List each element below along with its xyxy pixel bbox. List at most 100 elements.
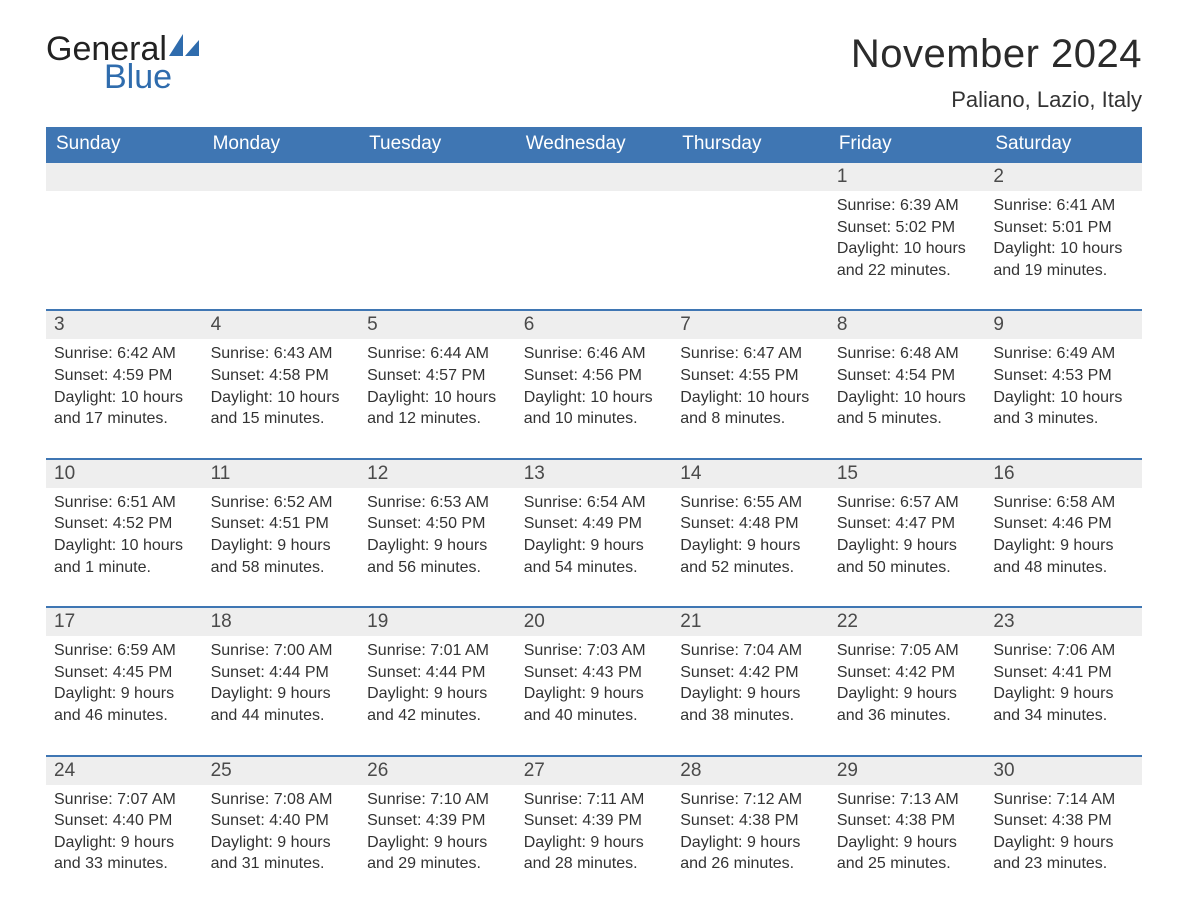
day-detail: Sunrise: 6:51 AMSunset: 4:52 PMDaylight:… — [46, 488, 203, 607]
sunset-line: Sunset: 4:38 PM — [837, 810, 978, 832]
sunrise-line: Sunrise: 6:41 AM — [993, 195, 1134, 217]
daylight-line: Daylight: 9 hours and 56 minutes. — [367, 535, 508, 578]
weekday-header: Wednesday — [516, 127, 673, 162]
location-subtitle: Paliano, Lazio, Italy — [851, 87, 1142, 113]
daylight-line: Daylight: 10 hours and 15 minutes. — [211, 387, 352, 430]
sunrise-line: Sunrise: 6:39 AM — [837, 195, 978, 217]
sunset-line: Sunset: 4:56 PM — [524, 365, 665, 387]
daylight-line: Daylight: 9 hours and 52 minutes. — [680, 535, 821, 578]
day-detail: Sunrise: 7:03 AMSunset: 4:43 PMDaylight:… — [516, 636, 673, 755]
daylight-line: Daylight: 9 hours and 42 minutes. — [367, 683, 508, 726]
sail-icon — [167, 32, 201, 62]
daylight-line: Daylight: 9 hours and 34 minutes. — [993, 683, 1134, 726]
sunrise-line: Sunrise: 7:08 AM — [211, 789, 352, 811]
day-detail: Sunrise: 6:46 AMSunset: 4:56 PMDaylight:… — [516, 339, 673, 458]
day-number: 11 — [203, 459, 360, 488]
daylight-line: Daylight: 10 hours and 12 minutes. — [367, 387, 508, 430]
daylight-line: Daylight: 9 hours and 36 minutes. — [837, 683, 978, 726]
sunrise-line: Sunrise: 6:53 AM — [367, 492, 508, 514]
day-detail-row: Sunrise: 6:39 AMSunset: 5:02 PM Daylight:… — [46, 191, 1142, 310]
day-detail: Sunrise: 6:58 AMSunset: 4:46 PMDaylight:… — [985, 488, 1142, 607]
day-detail: Sunrise: 6:49 AMSunset: 4:53 PMDaylight:… — [985, 339, 1142, 458]
day-number: 8 — [829, 310, 986, 339]
weekday-header-row: SundayMondayTuesdayWednesdayThursdayFrid… — [46, 127, 1142, 162]
day-number: 17 — [46, 607, 203, 636]
calendar-table: SundayMondayTuesdayWednesdayThursdayFrid… — [46, 127, 1142, 903]
weekday-header: Monday — [203, 127, 360, 162]
weekday-header: Sunday — [46, 127, 203, 162]
sunrise-line: Sunrise: 6:43 AM — [211, 343, 352, 365]
sunset-line: Sunset: 4:39 PM — [524, 810, 665, 832]
sunset-line: Sunset: 4:38 PM — [680, 810, 821, 832]
day-detail: Sunrise: 6:55 AMSunset: 4:48 PMDaylight:… — [672, 488, 829, 607]
day-detail: Sunrise: 6:57 AMSunset: 4:47 PMDaylight:… — [829, 488, 986, 607]
daylight-line: Daylight: 9 hours and 28 minutes. — [524, 832, 665, 875]
day-number-row: 24252627282930 — [46, 756, 1142, 785]
daylight-line: Daylight: 9 hours and 33 minutes. — [54, 832, 195, 875]
sunset-line: Sunset: 4:40 PM — [211, 810, 352, 832]
sunrise-line: Sunrise: 7:12 AM — [680, 789, 821, 811]
sunset-line: Sunset: 4:46 PM — [993, 513, 1134, 535]
day-detail: Sunrise: 6:59 AMSunset: 4:45 PMDaylight:… — [46, 636, 203, 755]
sunset-line: Sunset: 4:43 PM — [524, 662, 665, 684]
daylight-line: Daylight: 9 hours and 29 minutes. — [367, 832, 508, 875]
sunset-line: Sunset: 4:42 PM — [680, 662, 821, 684]
day-number-row: 10111213141516 — [46, 459, 1142, 488]
sunrise-line: Sunrise: 7:14 AM — [993, 789, 1134, 811]
sunset-line: Sunset: 4:58 PM — [211, 365, 352, 387]
day-number: 25 — [203, 756, 360, 785]
day-detail: Sunrise: 7:07 AMSunset: 4:40 PMDaylight:… — [46, 785, 203, 903]
daylight-line: Daylight: 10 hours and 19 minutes. — [993, 238, 1134, 281]
sunset-line: Sunset: 4:50 PM — [367, 513, 508, 535]
day-number-row: 12 — [46, 162, 1142, 191]
day-number: 16 — [985, 459, 1142, 488]
day-detail: Sunrise: 7:04 AMSunset: 4:42 PMDaylight:… — [672, 636, 829, 755]
day-number: 28 — [672, 756, 829, 785]
day-number: 1 — [829, 162, 986, 191]
day-number: 5 — [359, 310, 516, 339]
sunset-line: Sunset: 4:48 PM — [680, 513, 821, 535]
empty-day-number — [672, 162, 829, 191]
sunrise-line: Sunrise: 7:11 AM — [524, 789, 665, 811]
brand-logo: General Blue — [46, 32, 201, 94]
empty-day-detail — [516, 191, 673, 310]
sunset-line: Sunset: 4:51 PM — [211, 513, 352, 535]
day-number: 4 — [203, 310, 360, 339]
daylight-line: Daylight: 10 hours and 5 minutes. — [837, 387, 978, 430]
daylight-line: Daylight: 9 hours and 40 minutes. — [524, 683, 665, 726]
sunrise-line: Sunrise: 7:00 AM — [211, 640, 352, 662]
sunset-line: Sunset: 4:42 PM — [837, 662, 978, 684]
day-detail: Sunrise: 6:54 AMSunset: 4:49 PMDaylight:… — [516, 488, 673, 607]
sunset-line: Sunset: 4:52 PM — [54, 513, 195, 535]
empty-day-number — [203, 162, 360, 191]
sunrise-line: Sunrise: 6:47 AM — [680, 343, 821, 365]
sunrise-line: Sunrise: 6:44 AM — [367, 343, 508, 365]
empty-day-detail — [359, 191, 516, 310]
day-number: 22 — [829, 607, 986, 636]
day-number: 6 — [516, 310, 673, 339]
daylight-line: Daylight: 9 hours and 25 minutes. — [837, 832, 978, 875]
day-number: 9 — [985, 310, 1142, 339]
sunrise-line: Sunrise: 6:59 AM — [54, 640, 195, 662]
day-number: 26 — [359, 756, 516, 785]
day-detail: Sunrise: 7:13 AMSunset: 4:38 PMDaylight:… — [829, 785, 986, 903]
empty-day-detail — [203, 191, 360, 310]
day-detail: Sunrise: 6:47 AMSunset: 4:55 PMDaylight:… — [672, 339, 829, 458]
day-number: 21 — [672, 607, 829, 636]
daylight-line: Daylight: 10 hours and 1 minute. — [54, 535, 195, 578]
sunset-line: Sunset: 5:02 PM — [837, 217, 978, 239]
day-detail: Sunrise: 6:53 AMSunset: 4:50 PMDaylight:… — [359, 488, 516, 607]
day-number: 14 — [672, 459, 829, 488]
day-number: 3 — [46, 310, 203, 339]
sunset-line: Sunset: 4:53 PM — [993, 365, 1134, 387]
daylight-line: Daylight: 9 hours and 31 minutes. — [211, 832, 352, 875]
sunset-line: Sunset: 4:41 PM — [993, 662, 1134, 684]
day-detail: Sunrise: 7:00 AMSunset: 4:44 PMDaylight:… — [203, 636, 360, 755]
sunrise-line: Sunrise: 6:48 AM — [837, 343, 978, 365]
day-detail: Sunrise: 6:52 AMSunset: 4:51 PMDaylight:… — [203, 488, 360, 607]
day-number: 24 — [46, 756, 203, 785]
daylight-line: Daylight: 10 hours and 8 minutes. — [680, 387, 821, 430]
day-detail-row: Sunrise: 6:42 AMSunset: 4:59 PMDaylight:… — [46, 339, 1142, 458]
daylight-line: Daylight: 9 hours and 58 minutes. — [211, 535, 352, 578]
day-detail: Sunrise: 6:41 AMSunset: 5:01 PMDaylight:… — [985, 191, 1142, 310]
